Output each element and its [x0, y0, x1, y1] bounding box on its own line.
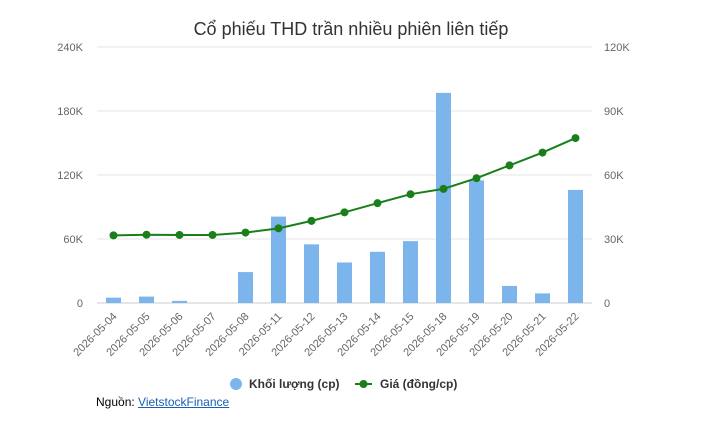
volume-bar[interactable]	[238, 272, 253, 303]
legend-volume-label[interactable]: Khối lượng (cp)	[249, 377, 340, 391]
price-point[interactable]	[142, 230, 151, 239]
left-tick-label: 180K	[57, 106, 83, 118]
right-tick-label: 120K	[604, 42, 630, 54]
right-tick-label: 60K	[604, 170, 624, 182]
price-point[interactable]	[340, 208, 349, 217]
price-point[interactable]	[241, 228, 250, 237]
volume-bar[interactable]	[271, 216, 286, 303]
legend-volume-marker[interactable]	[230, 378, 242, 390]
left-tick-label: 240K	[57, 42, 83, 54]
volume-bar[interactable]	[139, 296, 154, 303]
left-tick-label: 120K	[57, 170, 83, 182]
volume-bar[interactable]	[106, 297, 121, 303]
price-line-series	[109, 134, 580, 240]
price-point[interactable]	[307, 216, 316, 225]
right-tick-label: 90K	[604, 106, 624, 118]
volume-bar[interactable]	[370, 251, 385, 303]
price-point[interactable]	[373, 199, 382, 208]
price-point[interactable]	[571, 134, 580, 143]
price-point[interactable]	[406, 190, 415, 199]
right-tick-label: 30K	[604, 234, 624, 246]
volume-bar[interactable]	[403, 241, 418, 303]
price-point[interactable]	[472, 174, 481, 183]
source-link[interactable]: VietstockFinance	[138, 395, 230, 409]
legend-price-marker[interactable]	[359, 380, 368, 388]
right-axis-labels: 0 30K 60K 90K 120K	[604, 42, 630, 310]
volume-bars	[106, 92, 583, 303]
left-tick-label: 0	[77, 298, 83, 310]
right-tick-label: 0	[604, 298, 610, 310]
price-point[interactable]	[505, 161, 514, 170]
volume-bar[interactable]	[568, 189, 583, 303]
volume-bar[interactable]	[535, 293, 550, 303]
source-label: Nguồn:	[96, 395, 135, 409]
price-point[interactable]	[109, 231, 118, 240]
left-axis-labels: 0 60K 120K 180K 240K	[57, 42, 83, 310]
price-point[interactable]	[208, 230, 217, 239]
volume-bar[interactable]	[436, 92, 451, 303]
legend: Khối lượng (cp) Giá (đồng/cp)	[230, 377, 457, 391]
legend-price-label[interactable]: Giá (đồng/cp)	[380, 377, 457, 391]
price-point[interactable]	[274, 224, 283, 233]
price-point[interactable]	[175, 230, 184, 239]
source-note: Nguồn: VietstockFinance	[96, 395, 229, 409]
volume-bar[interactable]	[304, 244, 319, 303]
chart-title: Cổ phiếu THD trần nhiều phiên liên tiếp	[194, 19, 509, 39]
price-point[interactable]	[439, 184, 448, 193]
price-point[interactable]	[538, 148, 547, 157]
volume-bar[interactable]	[502, 285, 517, 303]
left-tick-label: 60K	[63, 234, 83, 246]
volume-bar[interactable]	[172, 300, 187, 303]
price-line	[113, 137, 576, 237]
volume-bar[interactable]	[469, 180, 484, 303]
x-axis-labels: 2026-05-042026-05-052026-05-062026-05-07…	[71, 311, 581, 359]
volume-bar[interactable]	[337, 262, 352, 303]
